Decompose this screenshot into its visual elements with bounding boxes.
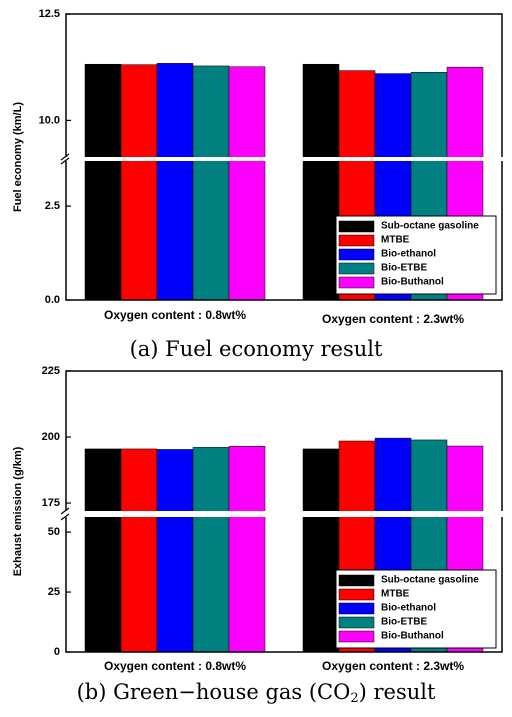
y-tick-label: 2.5 xyxy=(45,200,60,212)
y-tick-label: 200 xyxy=(42,431,60,443)
legend-swatch xyxy=(338,262,375,275)
y-tick-label: 25 xyxy=(48,586,60,598)
legend-swatch xyxy=(338,220,375,233)
axis-break xyxy=(58,511,506,517)
legend-label: Bio-ethanol xyxy=(381,603,436,614)
bar xyxy=(302,448,340,653)
legend-swatch xyxy=(338,276,375,289)
legend-swatch xyxy=(338,602,375,615)
axis-break-mark xyxy=(60,507,70,515)
axis-break-mark xyxy=(60,157,70,165)
axis-break-mark xyxy=(60,513,70,521)
axis-frame xyxy=(65,517,503,653)
bar xyxy=(192,65,230,301)
x-tick-label: Oxygen content : 0.8wt% xyxy=(104,659,246,673)
legend-label: Bio-ETBE xyxy=(381,263,427,274)
caption: (b) Green−house gas (CO2) result xyxy=(77,680,436,706)
legend-label: Sub-octane gasoline xyxy=(381,221,479,232)
bar xyxy=(228,66,266,301)
y-tick-label: 0 xyxy=(54,646,60,658)
legend-label: MTBE xyxy=(381,235,410,246)
legend-swatch xyxy=(338,588,375,601)
bar xyxy=(228,446,266,653)
caption-text: ) result xyxy=(359,680,436,704)
legend-swatch xyxy=(338,234,375,247)
y-axis-label: Exhaust emission (g/km) xyxy=(12,446,24,576)
bar xyxy=(84,448,122,653)
caption-text: (b) Green−house gas (CO xyxy=(77,680,351,704)
legend-swatch xyxy=(338,630,375,643)
bar xyxy=(192,447,230,653)
bar xyxy=(156,63,194,301)
legend-label: Sub-octane gasoline xyxy=(381,575,479,586)
legend-swatch xyxy=(338,616,375,629)
legend-label: MTBE xyxy=(381,589,410,600)
caption-text: (a) Fuel economy result xyxy=(130,337,383,361)
bar xyxy=(84,63,122,301)
axis-frame xyxy=(65,13,503,157)
y-tick-label: 175 xyxy=(42,497,60,509)
y-tick-label: 10.0 xyxy=(39,114,60,126)
x-tick-label: Oxygen content : 0.8wt% xyxy=(104,308,246,322)
panel: Oxygen content : 0.8wt% Oxygen content : … xyxy=(12,365,506,706)
legend-label: Bio-Buthanol xyxy=(381,277,444,288)
axis-frame xyxy=(65,161,503,301)
axis-break-mark xyxy=(60,153,70,161)
x-tick-label: Oxygen content : 2.3wt% xyxy=(322,659,464,673)
legend-label: Bio-Buthanol xyxy=(381,631,444,642)
caption-subscript: 2 xyxy=(350,691,358,706)
legend-swatch xyxy=(338,574,375,587)
bar xyxy=(156,449,194,653)
x-tick-label: Oxygen content : 2.3wt% xyxy=(322,312,464,326)
caption: (a) Fuel economy result xyxy=(130,337,383,361)
axis-break xyxy=(58,157,506,161)
y-tick-label: 225 xyxy=(42,365,60,377)
legend-swatch xyxy=(338,248,375,261)
y-tick-label: 12.5 xyxy=(39,8,60,20)
bar xyxy=(120,448,158,653)
legend-label: Bio-ethanol xyxy=(381,249,436,260)
y-axis-label: Fuel economy (km/L) xyxy=(12,102,24,212)
bar xyxy=(302,63,340,301)
y-tick-label: 0.0 xyxy=(45,294,60,306)
y-tick-label: 50 xyxy=(48,526,60,538)
axis-frame xyxy=(65,370,503,511)
panel: Oxygen content : 0.8wt% Oxygen content : … xyxy=(12,8,506,361)
legend-label: Bio-ETBE xyxy=(381,617,427,628)
bar xyxy=(120,64,158,301)
